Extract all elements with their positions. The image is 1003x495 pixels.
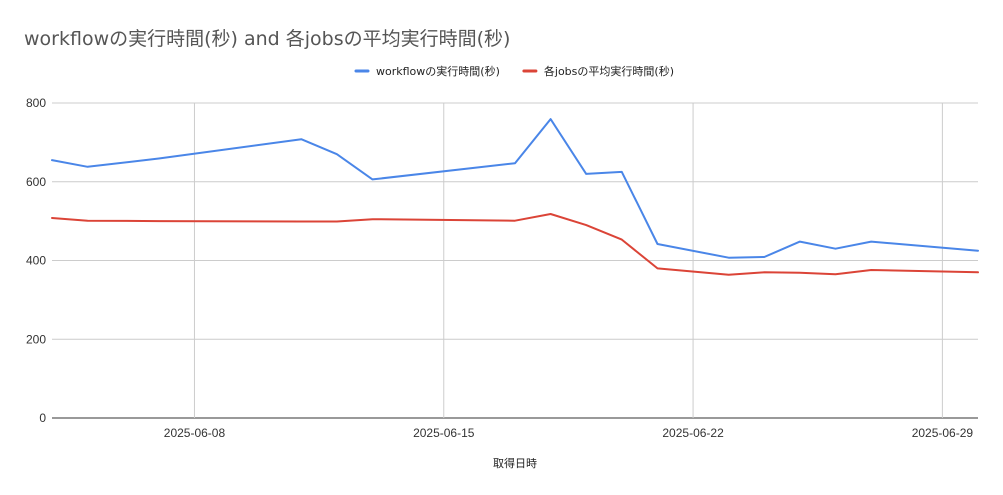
- legend-label: workflowの実行時間(秒): [376, 64, 500, 78]
- y-tick-label: 0: [39, 411, 46, 425]
- legend-label: 各jobsの平均実行時間(秒): [544, 64, 674, 78]
- x-tick-label: 2025-06-15: [413, 426, 475, 440]
- y-tick-label: 400: [26, 254, 46, 268]
- y-tick-label: 200: [26, 332, 46, 346]
- y-tick-label: 800: [26, 96, 46, 110]
- series-lines: [51, 118, 979, 276]
- x-tick-label: 2025-06-29: [912, 426, 974, 440]
- x-axis-ticks: 2025-06-08 2025-06-15 2025-06-22 2025-06-29: [164, 426, 974, 440]
- y-axis-ticks: 0 200 400 600 800: [26, 96, 46, 425]
- legend: workflowの実行時間(秒) 各jobsの平均実行時間(秒): [354, 64, 674, 78]
- x-tick-label: 2025-06-22: [662, 426, 724, 440]
- legend-item-0: workflowの実行時間(秒): [354, 64, 500, 78]
- x-tick-label: 2025-06-08: [164, 426, 226, 440]
- series-line-1: [51, 213, 979, 276]
- series-line-0: [51, 118, 979, 259]
- gridlines: [52, 102, 978, 419]
- x-axis-title: 取得日時: [493, 457, 537, 470]
- y-tick-label: 600: [26, 175, 46, 189]
- legend-item-1: 各jobsの平均実行時間(秒): [522, 64, 674, 78]
- chart-title: workflowの実行時間(秒) and 各jobsの平均実行時間(秒): [24, 28, 511, 50]
